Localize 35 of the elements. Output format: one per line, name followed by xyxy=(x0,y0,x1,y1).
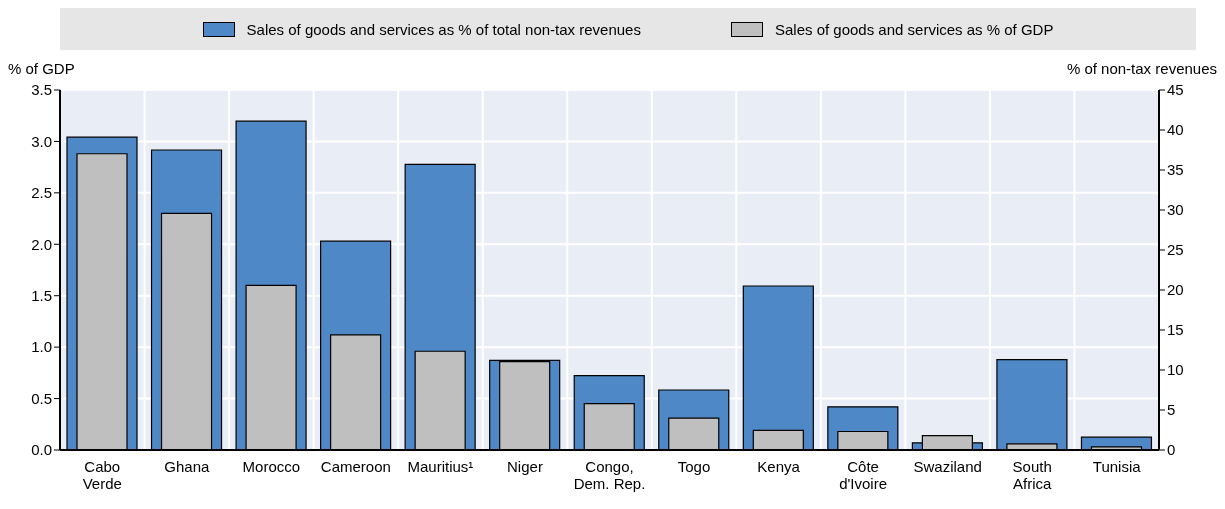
y-tick-label: 0.0 xyxy=(31,441,52,459)
y2-tick-label: 0 xyxy=(1167,441,1176,459)
x-tick-label: Côte d'Ivoire xyxy=(839,458,888,492)
y-tick-label: 2.0 xyxy=(31,235,52,253)
y2-tick-label: 15 xyxy=(1167,321,1184,339)
x-tick-label: Cabo Verde xyxy=(82,458,122,492)
x-tick-label: Togo xyxy=(677,458,711,475)
y2-tick-label: 35 xyxy=(1167,161,1184,179)
x-tick-label: Kenya xyxy=(757,458,801,475)
y2-tick-label: 25 xyxy=(1167,241,1184,259)
x-tick-label: South Africa xyxy=(1012,458,1053,492)
y2-tick-label: 40 xyxy=(1167,121,1184,139)
y-tick-label: 3.5 xyxy=(31,81,52,99)
y-tick-label: 1.5 xyxy=(31,287,52,305)
y2-tick-label: 10 xyxy=(1167,361,1184,379)
legend-label: Sales of goods and services as % of GDP xyxy=(774,20,1054,38)
legend-label: Sales of goods and services as % of total non-tax revenues xyxy=(246,20,641,38)
y2-tick-label: 20 xyxy=(1167,281,1184,299)
y2-tick-label: 30 xyxy=(1167,201,1184,219)
x-tick-label: Tunisia xyxy=(1092,458,1142,475)
x-tick-label: Ghana xyxy=(164,458,210,475)
y-tick-label: 1.0 xyxy=(31,338,52,356)
y-tick-label: 0.5 xyxy=(31,389,52,407)
y2-axis-title: % of non-tax revenues xyxy=(1066,60,1217,79)
x-tick-label: Congo, Dem. Rep. xyxy=(573,458,646,492)
y2-tick-label: 45 xyxy=(1167,81,1184,99)
y-tick-label: 3.0 xyxy=(31,132,52,150)
x-tick-label: Morocco xyxy=(242,458,301,475)
x-tick-label: Swaziland xyxy=(913,458,982,475)
y-axis-title: % of GDP xyxy=(8,60,75,79)
x-tick-label: Mauritius¹ xyxy=(407,458,474,475)
x-tick-label: Cameroon xyxy=(320,458,391,475)
y-tick-label: 2.5 xyxy=(31,184,52,202)
y2-tick-label: 5 xyxy=(1167,401,1176,419)
x-tick-label: Niger xyxy=(507,458,543,475)
